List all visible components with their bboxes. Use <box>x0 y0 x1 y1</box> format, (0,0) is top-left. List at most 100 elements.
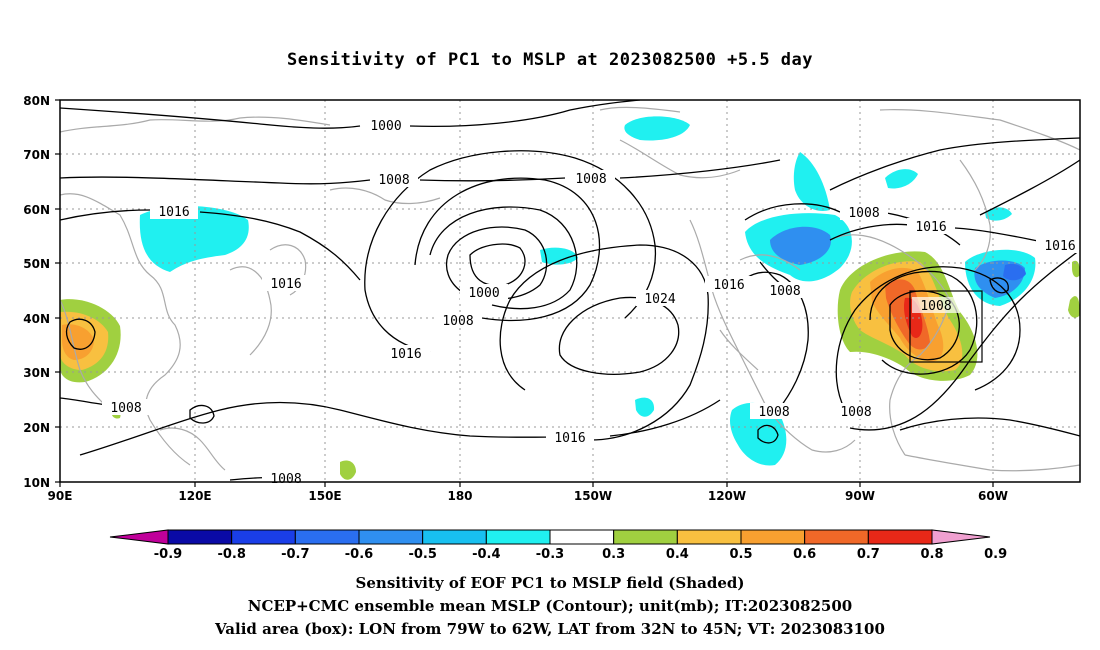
neg-area-east-asia <box>139 205 249 272</box>
neg-area-hudson <box>885 169 918 189</box>
neg-area-labrador <box>985 207 1012 221</box>
contour-1008-low <box>414 177 601 322</box>
colorbar-box <box>740 529 806 545</box>
contour-label-1008-e: 1008 <box>848 206 879 221</box>
lon-label-150e: 150E <box>308 489 341 503</box>
map-title: Sensitivity of PC1 to MSLP at 2023082500… <box>286 50 813 70</box>
lat-label-40n: 40N <box>23 312 50 326</box>
contour-label-1016-e: 1016 <box>915 220 946 235</box>
contour-label-1008-f: 1008 <box>920 299 951 314</box>
contour-1016-outer <box>979 159 1080 216</box>
neg-area-pacific <box>540 247 578 265</box>
lon-label-120e: 120E <box>178 489 211 503</box>
contour-1016-atlantic <box>849 249 1080 431</box>
colorbar-box <box>549 529 615 545</box>
contour-1024-high <box>558 296 680 375</box>
tick-marks <box>55 99 994 487</box>
contour-label-1008-g: 1008 <box>758 405 789 420</box>
mslp-contours <box>60 100 1080 481</box>
contour-1016-south <box>79 399 721 456</box>
lat-label-30n: 30N <box>23 366 50 380</box>
colorbar-label: 0.7 <box>857 547 880 562</box>
valid-area-box <box>909 290 983 363</box>
contour-low-mid <box>445 226 548 300</box>
colorbar-box <box>231 529 296 545</box>
colorbar-label: -0.9 <box>154 547 182 562</box>
contour-atl-south <box>899 417 1080 437</box>
contour-label-1000-a: 1000 <box>370 119 401 134</box>
lon-label-90e: 90E <box>48 489 73 503</box>
colorbar-box <box>167 529 233 545</box>
colorbar-label: 0.6 <box>793 547 816 562</box>
colorbar-box <box>613 529 678 545</box>
contour-greenland <box>829 137 1080 191</box>
neg-area-canada-core <box>770 226 831 265</box>
contour-1008-east-low2 <box>869 270 978 375</box>
colorbar-box <box>485 529 551 545</box>
contour-label-1016-b: 1016 <box>270 277 301 292</box>
colorbar-arrow-right <box>931 529 991 545</box>
colorbar-label: 0.3 <box>602 547 625 562</box>
coastlines <box>60 106 1080 472</box>
colorbar-label: -0.5 <box>408 547 436 562</box>
pos-area-atl <box>1068 296 1080 318</box>
colorbar-label: 0.9 <box>984 547 1007 562</box>
contour-1008-east <box>835 266 1021 411</box>
lat-label-20n: 20N <box>23 421 50 435</box>
contour-1016-high <box>499 244 709 441</box>
colorbar-label: 0.4 <box>666 547 689 562</box>
contour-mex-loop <box>757 424 779 444</box>
colorbar-label: -0.8 <box>217 547 245 562</box>
contour-label-1008-c: 1008 <box>442 314 473 329</box>
lon-label-90w: 90W <box>845 489 875 503</box>
caption-valid-area: Valid area (box): LON from 79W to 62W, L… <box>215 620 885 638</box>
contour-india-loop <box>65 318 96 350</box>
neg-area-ne-pac <box>635 397 655 417</box>
caption-shaded: Sensitivity of EOF PC1 to MSLP field (Sh… <box>355 574 745 592</box>
lat-label-10n: 10N <box>23 476 50 490</box>
contour-label-1016-f: 1016 <box>1044 239 1075 254</box>
contour-nfld-loop <box>989 277 1009 294</box>
lon-label-180: 180 <box>447 489 472 503</box>
lon-label-120w: 120W <box>708 489 746 503</box>
neg-area-nfld-inner <box>1003 264 1026 281</box>
contour-label-1000-b: 1000 <box>468 286 499 301</box>
colorbar-label: 0.8 <box>920 547 943 562</box>
contour-label-1008-h: 1008 <box>840 405 871 420</box>
lon-label-150w: 150W <box>574 489 612 503</box>
latitude-labels: 10N 20N 30N 40N 50N 60N 70N 80N <box>23 94 50 490</box>
colorbar: -0.9 -0.8 -0.7 -0.6 -0.5 -0.4 -0.3 0.3 0.4 0.5 0.6… <box>109 529 1007 562</box>
contour-1016-low <box>364 150 657 353</box>
longitude-labels: 90E 120E 150E 180 150W 120W 90W 60W <box>48 489 1008 503</box>
neg-area-greenland <box>793 152 830 211</box>
lat-label-70n: 70N <box>23 148 50 162</box>
colorbar-box <box>294 529 360 545</box>
contour-1008-north <box>60 159 781 185</box>
colorbar-label: -0.7 <box>281 547 309 562</box>
contour-label-1008-j: 1008 <box>270 472 301 487</box>
caption-contour: NCEP+CMC ensemble mean MSLP (Contour); u… <box>247 597 853 615</box>
neg-area-arctic <box>624 116 690 141</box>
colorbar-label: -0.4 <box>472 547 500 562</box>
lat-label-80n: 80N <box>23 94 50 108</box>
contour-label-1016-c: 1016 <box>390 347 421 362</box>
colorbar-arrow-left <box>109 529 169 545</box>
contour-label-1008-b: 1008 <box>575 172 606 187</box>
lat-label-60n: 60N <box>23 203 50 217</box>
lon-label-60w: 60W <box>978 489 1008 503</box>
contour-1016-west <box>60 209 361 281</box>
pos-area-india-core <box>62 324 94 360</box>
plot-frame <box>59 99 1081 483</box>
colorbar-label: 0.5 <box>729 547 752 562</box>
contour-label-1016-d: 1016 <box>713 278 744 293</box>
contour-low-inner <box>469 243 526 287</box>
pos-area-east-pac <box>1072 260 1080 278</box>
colorbar-box <box>804 529 869 545</box>
contour-east-asia-loop <box>189 404 215 424</box>
colorbar-box <box>358 529 424 545</box>
lat-label-50n: 50N <box>23 257 50 271</box>
colorbar-box <box>867 529 933 545</box>
colorbar-box <box>422 529 487 545</box>
contour-label-1008-d: 1008 <box>769 284 800 299</box>
contour-label-1016-g: 1016 <box>554 431 585 446</box>
